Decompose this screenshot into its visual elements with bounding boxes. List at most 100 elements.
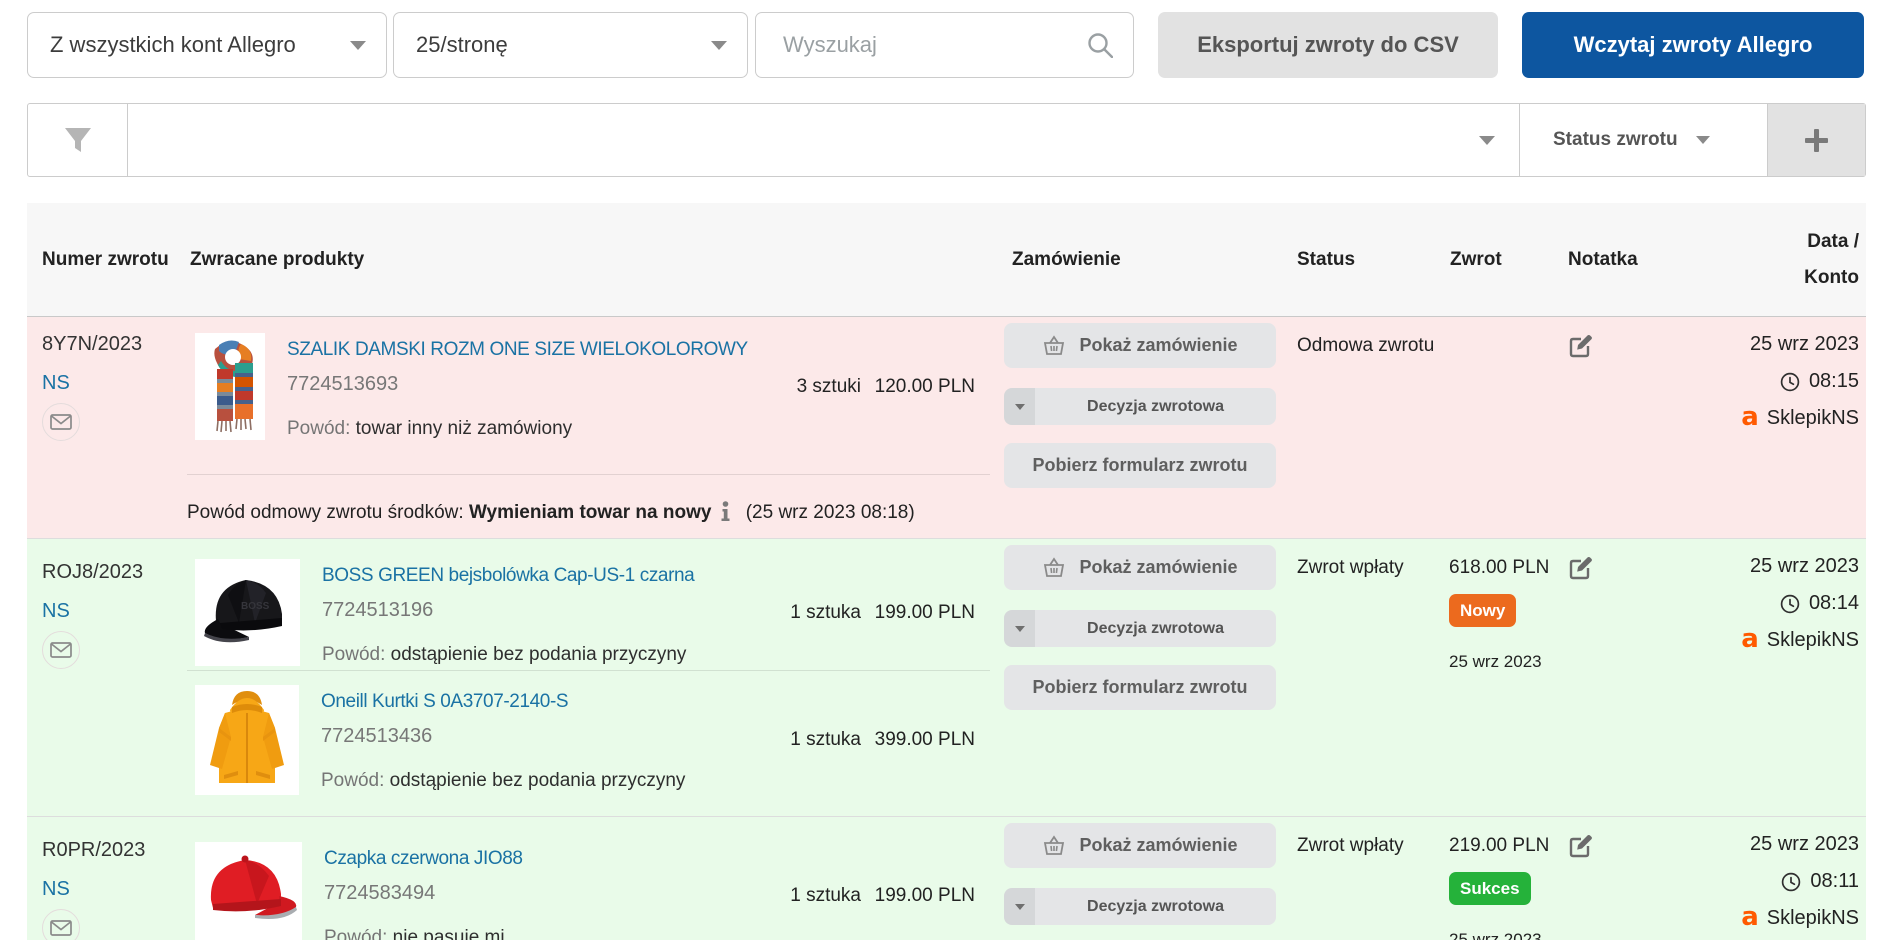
return-number: R0PR/2023 — [42, 839, 146, 861]
date-account-cell: 25 wrz 2023 08:14 a SklepikNS — [1660, 539, 1866, 816]
decision-dropdown-toggle[interactable] — [1004, 610, 1035, 647]
chevron-down-icon — [350, 40, 366, 50]
edit-note-button[interactable] — [1568, 833, 1595, 858]
account-name: a SklepikNS — [1741, 623, 1859, 654]
chevron-down-icon — [1014, 403, 1025, 410]
download-return-form-button[interactable]: Pobierz formularz zwrotu — [1004, 443, 1276, 488]
product-quantity: 1 sztuka — [790, 601, 861, 623]
column-header-note: Notatka — [1568, 248, 1638, 270]
column-header-order: Zamówienie — [1012, 248, 1121, 270]
date-account-cell: 25 wrz 2023 08:15 a SklepikNS — [1660, 317, 1866, 538]
filter-funnel-button[interactable] — [28, 104, 128, 176]
product-title-link[interactable]: Czapka czerwona JIO88 — [324, 848, 523, 869]
return-decision-button[interactable]: Decyzja zwrotowa — [1004, 888, 1276, 925]
return-decision-button[interactable]: Decyzja zwrotowa — [1004, 610, 1276, 647]
show-order-button[interactable]: Pokaż zamówienie — [1004, 323, 1276, 368]
message-button[interactable] — [42, 909, 80, 940]
search-box — [755, 12, 1134, 78]
status-cell: Zwrot wpłaty — [1297, 835, 1404, 856]
add-filter-button[interactable] — [1767, 104, 1865, 176]
toolbar: Z wszystkich kont Allegro 25/stronę Eksp… — [27, 12, 1866, 78]
product-title-link[interactable]: Oneill Kurtki S 0A3707-2140-S — [321, 691, 569, 712]
pencil-square-icon — [1569, 333, 1594, 358]
chevron-down-icon — [1014, 625, 1025, 632]
table-row: R0PR/2023 NS Czapka czerwona JIO88 77245… — [27, 816, 1866, 940]
product-info: Czapka czerwona JIO88 7724583494 Powód: … — [324, 842, 751, 940]
account-short-link[interactable]: NS — [42, 372, 70, 394]
product-image — [195, 333, 265, 440]
decision-dropdown-toggle[interactable] — [1004, 388, 1035, 425]
refund-amount: 618.00 PLN — [1449, 557, 1550, 578]
message-button[interactable] — [42, 403, 80, 441]
product-image — [195, 559, 300, 666]
status-filter-label: Status zwrotu — [1553, 129, 1678, 150]
column-header-number: Numer zwrotu — [42, 248, 169, 270]
show-order-button[interactable]: Pokaż zamówienie — [1004, 823, 1276, 868]
product-image-red-cap — [195, 842, 302, 938]
table-row: 8Y7N/2023 NS SZALIK DAMSKI ROZM ONE SIZE… — [27, 317, 1866, 538]
message-button[interactable] — [42, 631, 80, 669]
product-title-link[interactable]: SZALIK DAMSKI ROZM ONE SIZE WIELOKOLOROW… — [287, 339, 748, 360]
products-cell: SZALIK DAMSKI ROZM ONE SIZE WIELOKOLOROW… — [187, 317, 990, 538]
info-icon — [721, 501, 730, 521]
status-filter-select[interactable]: Status zwrotu — [1519, 104, 1767, 176]
refund-amount: 219.00 PLN — [1449, 835, 1550, 856]
column-header-products: Zwracane produkty — [190, 248, 365, 270]
search-input[interactable] — [783, 32, 1087, 58]
clock-icon — [1782, 872, 1801, 891]
date-account-cell: 25 wrz 2023 08:11 a SklepikNS — [1660, 817, 1866, 940]
product-return-reason: Powód: odstąpienie bez podania przyczyny — [322, 644, 687, 665]
return-number: ROJ8/2023 — [42, 561, 144, 583]
search-icon[interactable] — [1087, 32, 1113, 58]
account-name: a SklepikNS — [1741, 401, 1859, 432]
refund-cell: 219.00 PLN Sukces 25 wrz 2023 — [1440, 817, 1560, 940]
product-image — [195, 842, 302, 940]
export-csv-button[interactable]: Eksportuj zwroty do CSV — [1158, 12, 1498, 78]
refund-cell: 618.00 PLN Nowy 25 wrz 2023 — [1440, 539, 1560, 816]
download-return-form-button[interactable]: Pobierz formularz zwrotu — [1004, 665, 1276, 710]
product-image — [195, 685, 299, 795]
decision-dropdown-toggle[interactable] — [1004, 888, 1035, 925]
chevron-down-icon — [1695, 136, 1710, 144]
per-page-select[interactable]: 25/stronę — [393, 12, 748, 78]
show-order-button[interactable]: Pokaż zamówienie — [1004, 545, 1276, 590]
filter-value-select[interactable] — [128, 104, 1519, 176]
return-date: 25 wrz 2023 — [1750, 333, 1859, 355]
order-actions-cell: Pokaż zamówienie Decyzja zwrotowa Pobier… — [990, 539, 1290, 816]
clock-icon — [1780, 594, 1800, 613]
product-id: 7724513196 — [322, 599, 434, 621]
products-cell: Czapka czerwona JIO88 7724583494 Powód: … — [187, 817, 990, 940]
plus-icon — [1805, 128, 1828, 152]
column-header-date-account: Data / Konto — [1804, 230, 1859, 288]
pencil-square-icon — [1569, 833, 1594, 858]
column-header-status: Status — [1297, 248, 1356, 270]
product-id: 7724513436 — [321, 725, 433, 747]
edit-note-button[interactable] — [1568, 555, 1595, 580]
chevron-down-icon — [1479, 135, 1495, 145]
status-cell: Odmowa zwrotu — [1297, 335, 1435, 356]
account-filter-value: Z wszystkich kont Allegro — [50, 32, 296, 57]
return-decision-button[interactable]: Decyzja zwrotowa — [1004, 388, 1276, 425]
edit-note-button[interactable] — [1568, 333, 1595, 358]
load-returns-button[interactable]: Wczytaj zwroty Allegro — [1522, 12, 1864, 78]
product-price: 399.00 PLN — [874, 729, 975, 750]
refund-date: 25 wrz 2023 — [1449, 652, 1542, 671]
funnel-icon — [64, 128, 91, 152]
order-actions-cell: Pokaż zamówienie Decyzja zwrotowa Pobier… — [990, 317, 1290, 538]
return-number-cell: 8Y7N/2023 NS — [27, 317, 187, 538]
allegro-logo-icon: a — [1741, 901, 1759, 932]
return-date: 25 wrz 2023 — [1750, 555, 1859, 577]
product-return-reason: Powód: nie pasuje mi — [324, 927, 505, 940]
product-image-yellow-jacket — [195, 685, 299, 795]
filter-bar: Status zwrotu — [27, 103, 1866, 177]
product-return-reason: Powód: towar inny niż zamówiony — [287, 418, 573, 439]
product-info: BOSS GREEN bejsbolówka Cap-US-1 czarna 7… — [322, 559, 751, 666]
product-title-link[interactable]: BOSS GREEN bejsbolówka Cap-US-1 czarna — [322, 565, 695, 586]
rejection-reason-line: Powód odmowy zwrotu środków: Wymieniam t… — [187, 474, 990, 538]
account-filter-select[interactable]: Z wszystkich kont Allegro — [27, 12, 387, 78]
account-short-link[interactable]: NS — [42, 600, 70, 622]
table-row: ROJ8/2023 NS BOSS GREEN bejsbolówka Cap-… — [27, 538, 1866, 816]
product-image-scarf — [195, 333, 265, 440]
status-cell: Zwrot wpłaty — [1297, 557, 1404, 578]
account-short-link[interactable]: NS — [42, 878, 70, 900]
